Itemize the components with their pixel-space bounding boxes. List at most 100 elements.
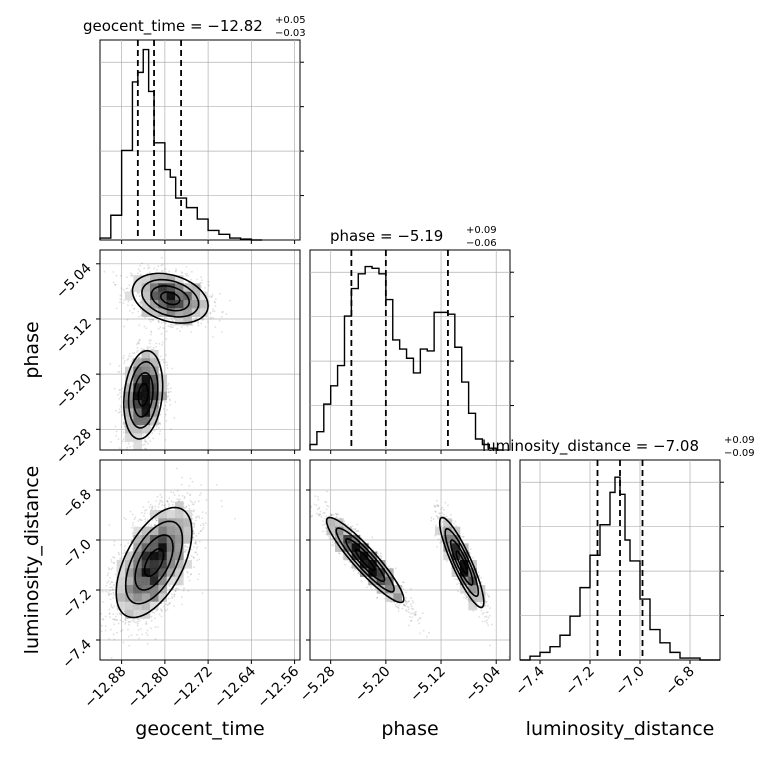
scatter-point bbox=[136, 347, 139, 349]
scatter-point bbox=[164, 504, 167, 506]
scatter-point bbox=[186, 273, 189, 275]
scatter-point bbox=[110, 559, 113, 561]
scatter-point bbox=[118, 365, 121, 367]
contour-line bbox=[132, 371, 154, 418]
scatter-point bbox=[123, 423, 126, 426]
scatter-point bbox=[175, 268, 177, 270]
scatter-point bbox=[207, 321, 209, 323]
scatter-point bbox=[112, 613, 115, 616]
scatter-point bbox=[211, 336, 214, 338]
scatter-point bbox=[204, 522, 207, 524]
histogram-panel-luminosity-distance: luminosity_distance = −7.08 +0.09 −0.09 … bbox=[482, 435, 755, 699]
scatter-point bbox=[143, 440, 146, 442]
scatter-point bbox=[161, 610, 164, 613]
scatter-point bbox=[126, 287, 129, 290]
scatter-point bbox=[137, 315, 140, 318]
scatter-point bbox=[200, 276, 203, 279]
scatter-point bbox=[192, 536, 195, 539]
scatter-point bbox=[123, 362, 125, 364]
scatter-point bbox=[221, 311, 224, 313]
scatter-point bbox=[114, 583, 117, 586]
scatter-point bbox=[116, 394, 119, 396]
scatter-point bbox=[169, 316, 172, 319]
scatter-point bbox=[168, 398, 171, 400]
density-cell bbox=[125, 425, 134, 434]
density-cell bbox=[133, 358, 142, 367]
title-phase-upper: +0.09 bbox=[466, 225, 497, 236]
scatter-point bbox=[158, 401, 161, 404]
scatter-point bbox=[145, 620, 148, 623]
scatter-point bbox=[144, 316, 147, 319]
scatter-point bbox=[138, 620, 141, 622]
scatter-point bbox=[115, 307, 118, 310]
scatter-point bbox=[128, 621, 131, 624]
scatter-point bbox=[153, 524, 156, 527]
scatter-point bbox=[122, 422, 125, 425]
scatter-point bbox=[154, 524, 157, 526]
panel-content bbox=[100, 467, 237, 659]
scatter-point bbox=[115, 615, 117, 618]
scatter-point bbox=[173, 324, 175, 327]
scatter-point bbox=[201, 318, 204, 321]
scatter-point bbox=[119, 410, 121, 413]
density-cell bbox=[141, 416, 151, 426]
scatter-point bbox=[128, 623, 130, 626]
scatter-point bbox=[155, 500, 157, 502]
scatter-point bbox=[170, 326, 173, 329]
scatter-point bbox=[201, 592, 204, 595]
scatter-point bbox=[152, 318, 155, 321]
scatter-point bbox=[158, 432, 161, 435]
y-tick-label: −7.2 bbox=[59, 587, 94, 622]
scatter-point bbox=[119, 389, 121, 391]
title-geocent-time-lower: −0.03 bbox=[275, 28, 306, 39]
scatter-point bbox=[148, 342, 151, 345]
scatter-point bbox=[162, 327, 164, 329]
scatter-point bbox=[129, 510, 132, 513]
scatter-point bbox=[123, 360, 126, 362]
scatter-point bbox=[170, 324, 173, 326]
scatter-point bbox=[212, 317, 215, 319]
scatter-point bbox=[133, 352, 136, 354]
scatter-point bbox=[163, 608, 166, 611]
scatter-point bbox=[161, 341, 164, 344]
scatter-point bbox=[118, 397, 121, 400]
scatter-point bbox=[137, 268, 140, 271]
scatter-point bbox=[146, 519, 149, 521]
scatter-point bbox=[131, 311, 134, 314]
histogram-step bbox=[309, 265, 504, 451]
scatter-point bbox=[159, 493, 162, 496]
scatter-point bbox=[139, 519, 142, 521]
scatter-point bbox=[166, 409, 168, 411]
scatter-point bbox=[151, 432, 154, 435]
scatter-point bbox=[165, 271, 167, 274]
scatter-point bbox=[132, 464, 134, 466]
scatter-point bbox=[139, 301, 142, 304]
scatter-point bbox=[130, 274, 133, 277]
scatter-point bbox=[117, 411, 120, 414]
scatter-point bbox=[147, 501, 150, 504]
scatter-point bbox=[151, 611, 154, 614]
scatter-point bbox=[200, 484, 202, 486]
scatter-point bbox=[105, 585, 108, 587]
scatter-point bbox=[201, 528, 204, 531]
scatter-point bbox=[113, 544, 116, 546]
scatter-point bbox=[158, 613, 161, 616]
scatter-point bbox=[186, 492, 189, 495]
scatter-point bbox=[193, 532, 196, 535]
scatter-point bbox=[202, 318, 204, 321]
scatter-point bbox=[127, 304, 129, 306]
scatter-point bbox=[166, 364, 169, 367]
scatter-point bbox=[162, 321, 165, 324]
title-phase: phase = −5.19 bbox=[330, 227, 443, 245]
scatter-point bbox=[107, 580, 110, 583]
scatter-point bbox=[213, 300, 216, 303]
scatter-point bbox=[211, 310, 214, 313]
scatter-point bbox=[146, 642, 149, 645]
density-cell bbox=[150, 383, 159, 392]
scatter-point bbox=[158, 402, 161, 405]
density-cell bbox=[191, 300, 201, 309]
contour-line bbox=[159, 291, 181, 306]
scatter-point bbox=[174, 401, 177, 403]
density-cell bbox=[166, 308, 176, 317]
scatter-point bbox=[136, 272, 139, 275]
